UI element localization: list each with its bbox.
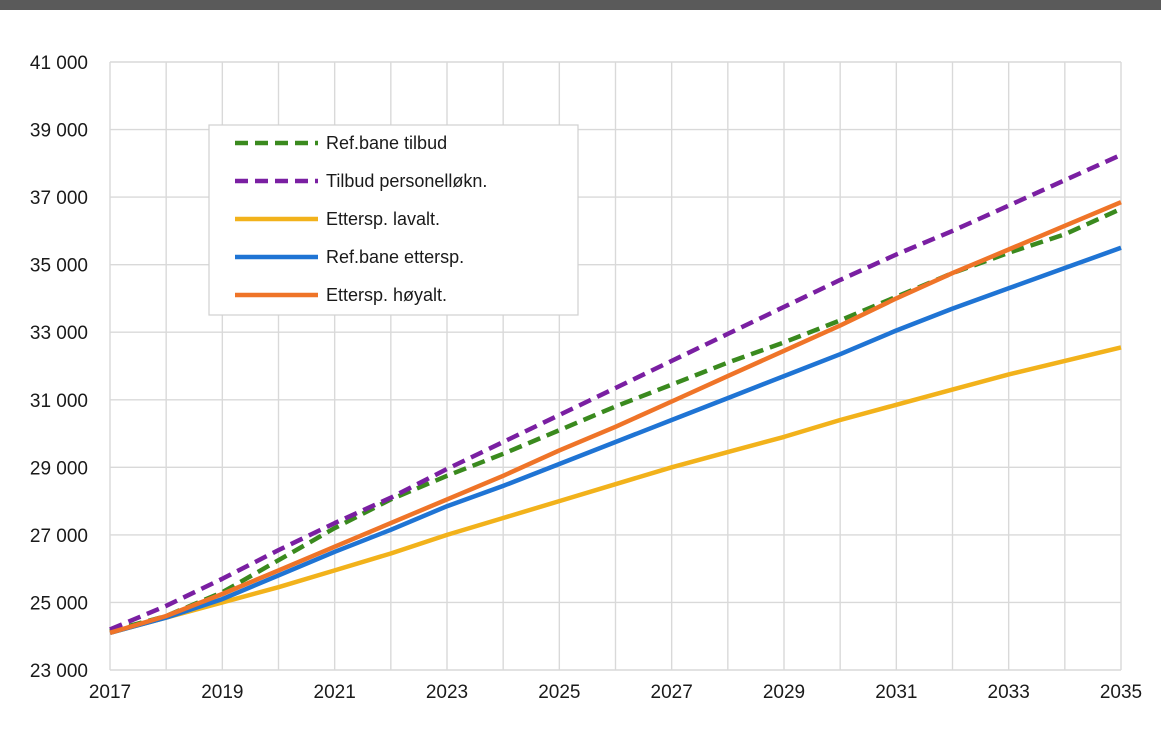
x-tick-label: 2021: [314, 682, 356, 703]
y-tick-label: 29 000: [30, 458, 88, 479]
x-tick-label: 2035: [1100, 682, 1142, 703]
y-tick-label: 23 000: [30, 661, 88, 682]
y-tick-label: 25 000: [30, 593, 88, 614]
x-tick-label: 2031: [875, 682, 917, 703]
figure-top-border: [0, 0, 1161, 10]
series-line-2: [109, 152, 1122, 632]
legend-label: Ref.bane tilbud: [326, 133, 447, 153]
y-tick-label: 33 000: [30, 323, 88, 344]
x-tick-label: 2025: [538, 682, 580, 703]
y-tick-label: 27 000: [30, 526, 88, 547]
x-tick-label: 2029: [763, 682, 805, 703]
legend-label: Ettersp. lavalt.: [326, 209, 440, 229]
y-tick-label: 39 000: [30, 121, 88, 142]
legend-label: Ref.bane ettersp.: [326, 247, 464, 267]
series-line-3: [109, 345, 1122, 635]
y-tick-label: 35 000: [30, 256, 88, 277]
x-tick-label: 2033: [988, 682, 1030, 703]
series-line-1: [109, 206, 1122, 634]
y-tick-label: 37 000: [30, 188, 88, 209]
x-tick-label: 2023: [426, 682, 468, 703]
x-tick-label: 2027: [651, 682, 693, 703]
legend-label: Ettersp. høyalt.: [326, 285, 447, 305]
x-tick-label: 2019: [201, 682, 243, 703]
series-line-4: [109, 245, 1122, 635]
legend-label: Tilbud personelløkn.: [326, 171, 487, 191]
y-tick-label: 31 000: [30, 391, 88, 412]
y-tick-label: 41 000: [30, 53, 88, 74]
x-tick-label: 2017: [89, 682, 131, 703]
series-line-5: [109, 200, 1122, 635]
